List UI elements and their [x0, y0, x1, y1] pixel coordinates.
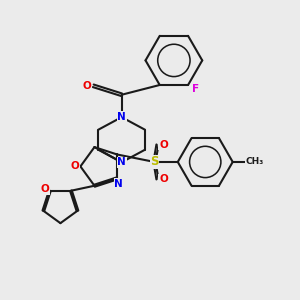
- Text: F: F: [192, 85, 199, 94]
- Text: N: N: [117, 112, 126, 122]
- Text: O: O: [71, 161, 80, 171]
- Text: O: O: [159, 140, 168, 150]
- Text: O: O: [40, 184, 49, 194]
- Text: N: N: [114, 179, 123, 189]
- Text: O: O: [83, 81, 92, 91]
- Text: O: O: [159, 174, 168, 184]
- Text: CH₃: CH₃: [245, 158, 264, 166]
- Text: N: N: [117, 157, 126, 167]
- Text: S: S: [150, 155, 159, 168]
